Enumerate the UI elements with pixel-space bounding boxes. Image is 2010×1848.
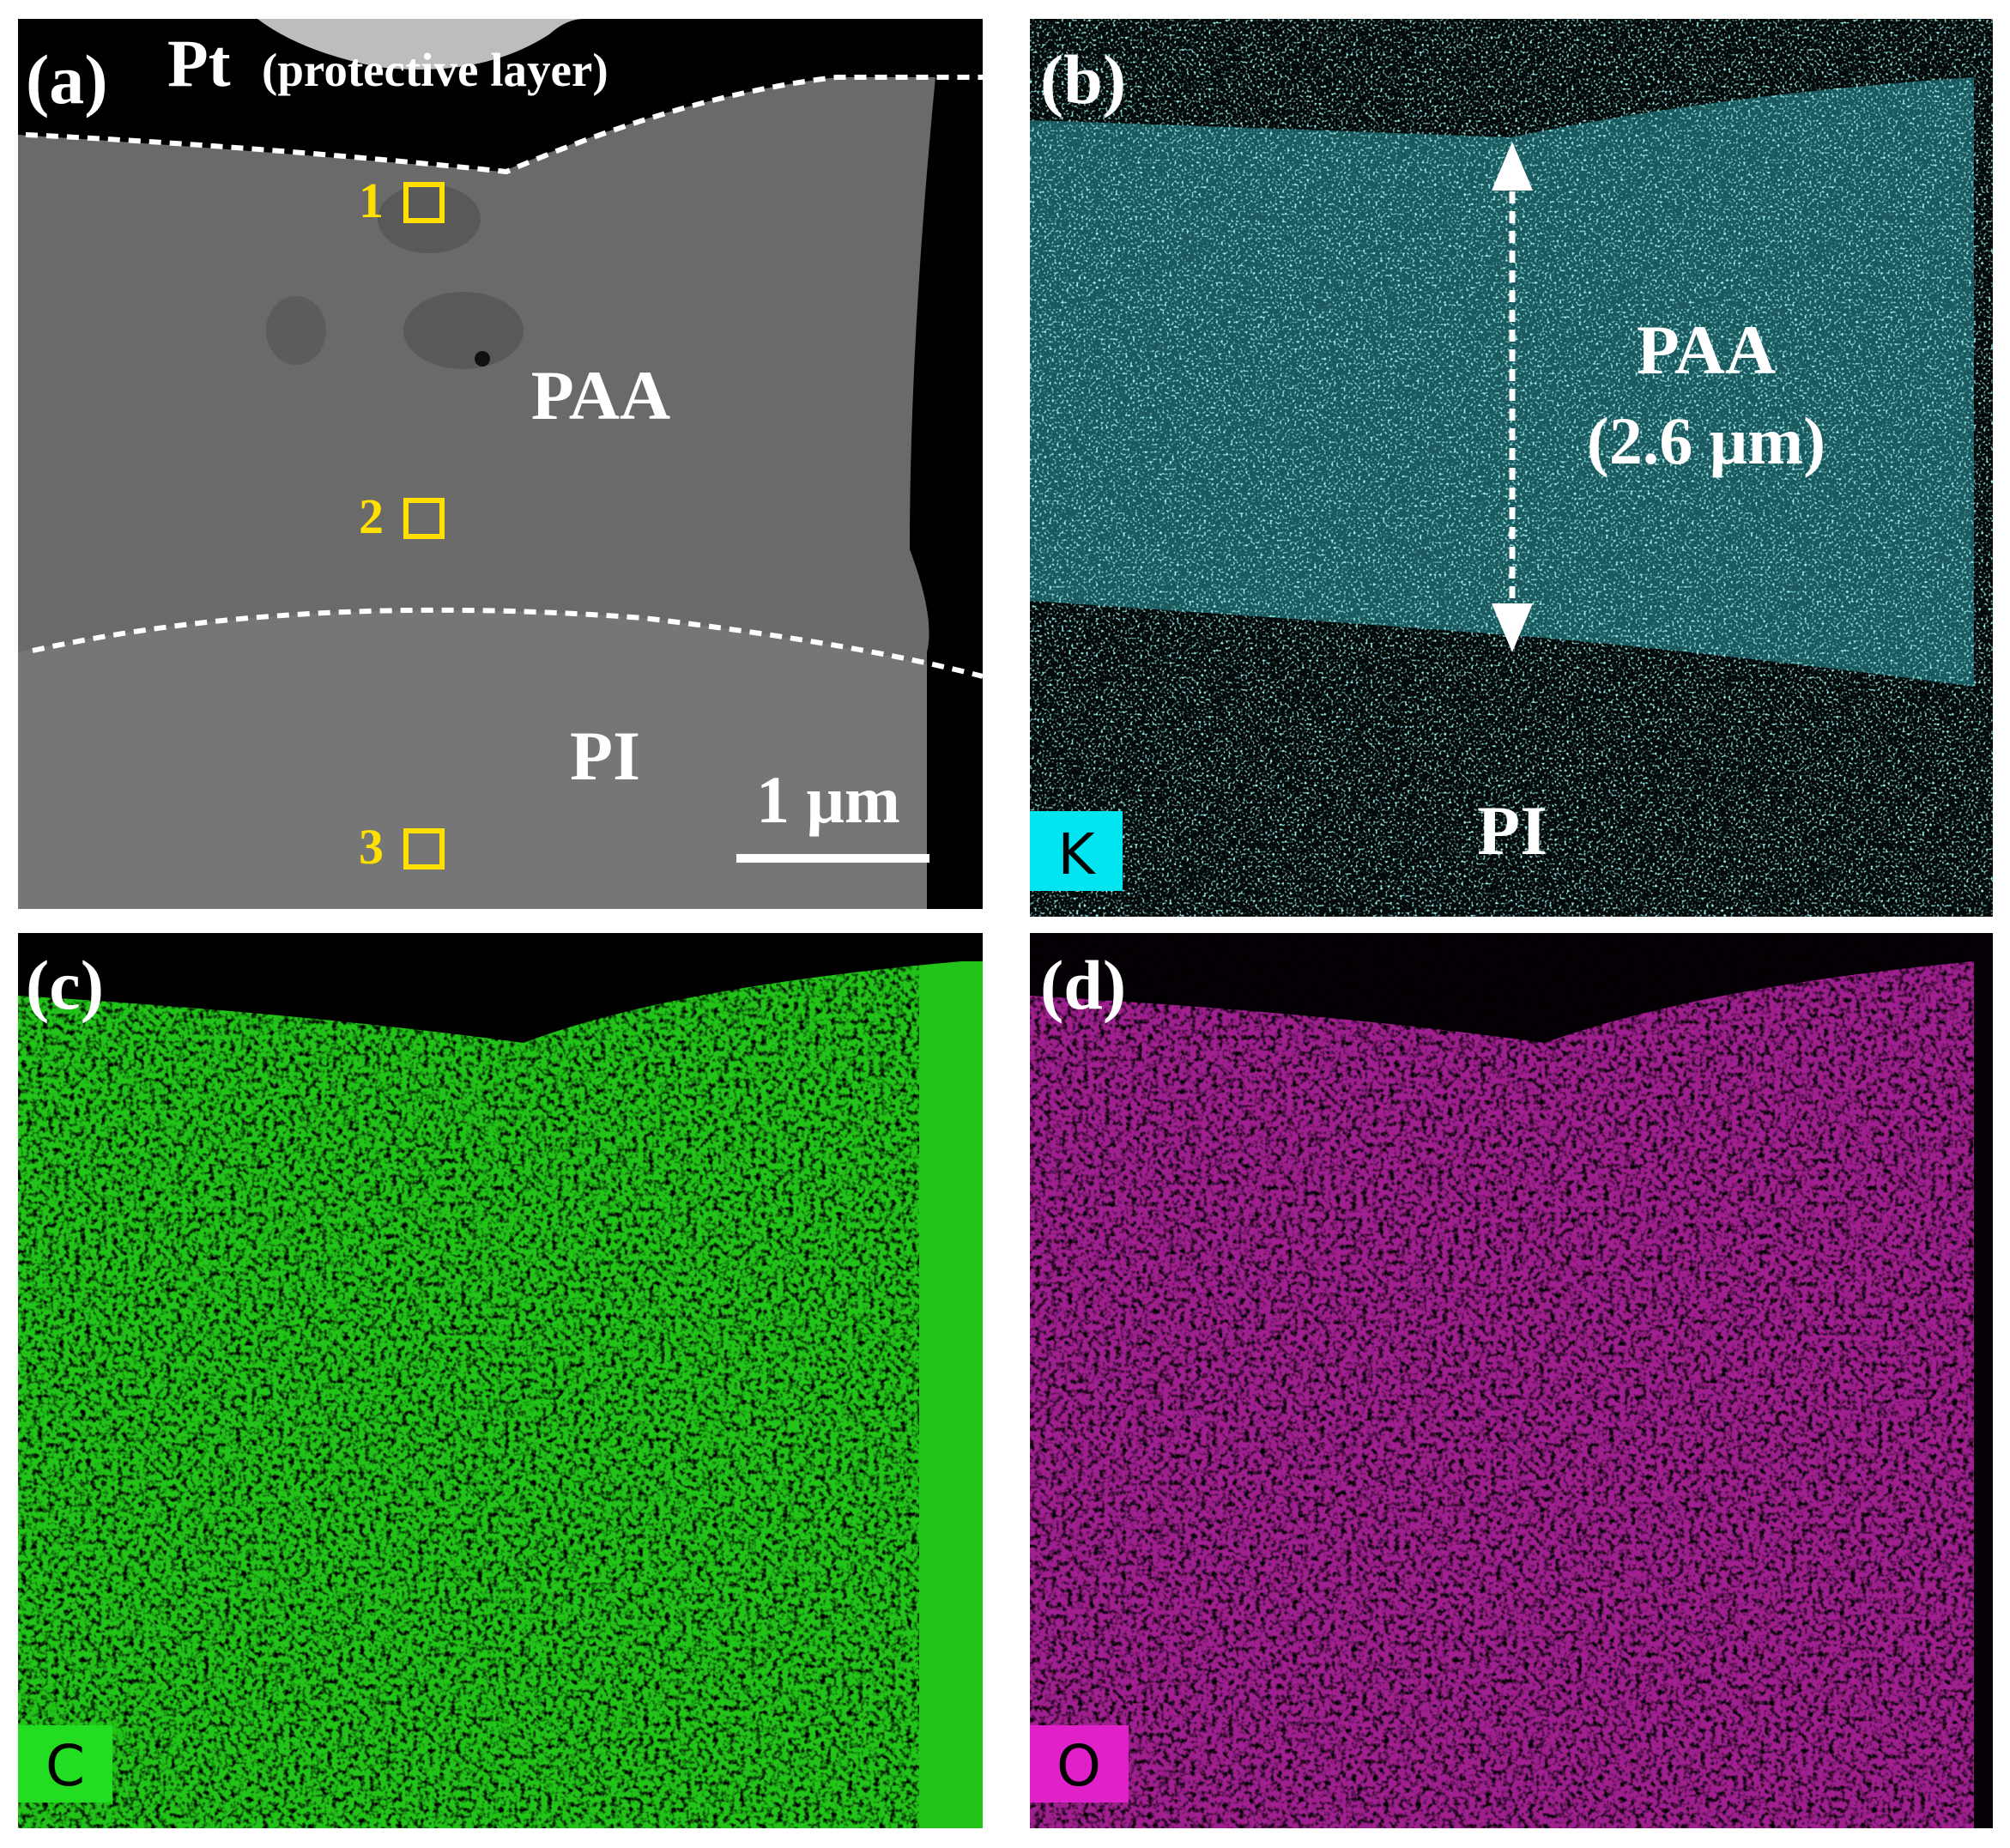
pi-region <box>18 610 983 909</box>
dot <box>475 351 490 367</box>
layer-label: Pt <box>167 26 231 100</box>
element-box <box>1030 811 1123 891</box>
arrow-head <box>1492 142 1533 191</box>
region-label: PI <box>570 717 640 795</box>
region-label: PI <box>1477 791 1547 869</box>
marker-box <box>403 182 445 223</box>
panel-label: (d) <box>1040 946 1126 1024</box>
marker-label: 3 <box>359 819 384 875</box>
arrow-head <box>1492 603 1533 652</box>
panel-c <box>18 933 983 1828</box>
boundary-line <box>32 607 983 679</box>
element-label: C <box>45 1733 85 1799</box>
dark-spot <box>403 292 524 369</box>
region-label: PAA <box>531 356 670 434</box>
dark-spot <box>266 296 326 365</box>
panel-d <box>1030 933 1993 1828</box>
pt-layer <box>257 19 584 70</box>
marker-label: 1 <box>359 173 384 228</box>
boundary-line <box>25 75 983 175</box>
thickness-label: (2.6 μm) <box>1587 403 1825 478</box>
panel-b <box>1030 19 1993 917</box>
panel-a <box>18 19 983 909</box>
edge <box>910 77 983 909</box>
element-label: O <box>1056 1733 1101 1799</box>
element-label: K <box>1057 821 1096 888</box>
panel-label: (b) <box>1040 40 1126 118</box>
element-box <box>1030 1725 1129 1803</box>
element-box <box>18 1725 112 1803</box>
layer-note: (protective layer) <box>262 44 608 96</box>
marker-box <box>403 828 445 869</box>
scale-label: 1 μm <box>756 762 900 837</box>
region-label: PAA <box>1637 311 1776 389</box>
marker-box <box>403 498 445 539</box>
o-texture <box>1030 933 1974 1828</box>
panel-label: (a) <box>26 40 108 118</box>
c-texture <box>18 933 919 1828</box>
panel-label: (c) <box>26 946 104 1024</box>
marker-label: 2 <box>359 488 384 544</box>
